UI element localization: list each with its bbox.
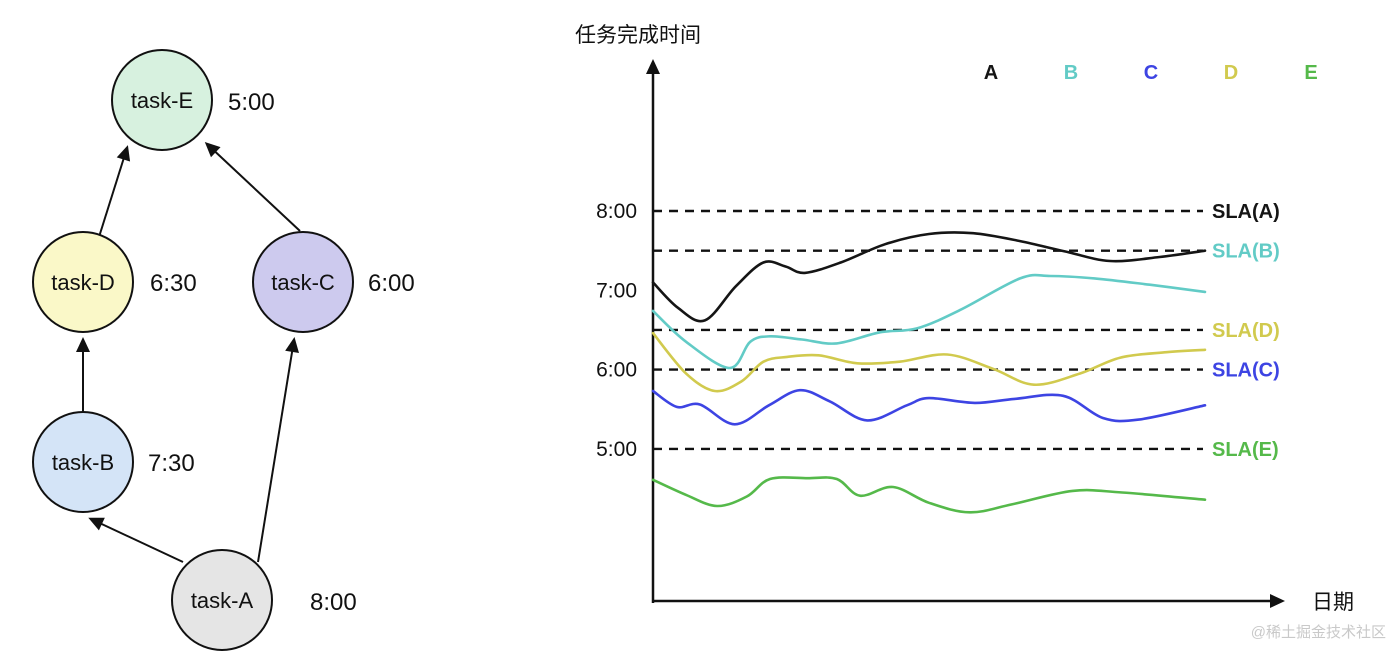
legend-E: E [1304, 62, 1317, 84]
dag-node-task-A: task-A 8:00 [171, 549, 357, 651]
task-C-time: 6:00 [368, 270, 415, 297]
dag-node-task-D: task-D 6:30 [32, 231, 197, 333]
series-line-E [651, 476, 1207, 514]
series-line-D [651, 331, 1207, 393]
task-E-time: 5:00 [228, 89, 275, 116]
dag-node-task-E: task-E 5:00 [111, 49, 275, 151]
legend-A: A [984, 62, 998, 84]
legend-B: B [1064, 62, 1078, 84]
x-axis-label: 日期 [1312, 591, 1354, 614]
dag-node-task-C: task-C 6:00 [252, 231, 415, 333]
task-D-time: 6:30 [150, 270, 197, 297]
task-E-circle [111, 49, 213, 151]
task-E-label: task-E [131, 88, 193, 113]
sla-label-D: SLA(D) [1212, 320, 1280, 342]
dag-edge-taskA-to-taskC [257, 337, 299, 563]
task-B-label: task-B [52, 450, 114, 475]
task-D-label: task-D [51, 270, 115, 295]
dag-edge-taskA-to-taskB [88, 517, 184, 563]
series-line-A [651, 231, 1207, 323]
sla-label-B: SLA(B) [1212, 241, 1280, 263]
task-C-label: task-C [271, 270, 335, 295]
y-tick-8:00: 8:00 [596, 200, 637, 223]
dag-edge-taskD-to-taskE [98, 145, 131, 238]
chart-plot-area: 8:00 7:00 6:00 5:00 SLA(A) A SLA(B) B SLA(C) C SLA… [596, 62, 1318, 514]
sla-label-C: SLA(C) [1212, 360, 1280, 382]
legend-C: C [1144, 62, 1158, 84]
sla-label-A: SLA(A) [1212, 201, 1280, 223]
sla-label-E: SLA(E) [1212, 439, 1279, 461]
task-A-circle [171, 549, 273, 651]
chart-title: 任务完成时间 [575, 24, 701, 47]
task-B-circle [32, 411, 134, 513]
sla-line-chart: 任务完成时间 日期 8:00 7:00 6:00 5:00 SLA(A) A SLA(B) B… [575, 24, 1354, 614]
task-D-circle [32, 231, 134, 333]
watermark: @稀土掘金技术社区 [1251, 624, 1386, 641]
dag-edge-taskC-to-taskE [204, 141, 301, 232]
task-A-label: task-A [191, 588, 254, 613]
legend-D: D [1224, 62, 1238, 84]
series-line-B [651, 273, 1207, 370]
y-tick-7:00: 7:00 [596, 279, 637, 302]
task-C-circle [252, 231, 354, 333]
task-dependency-dag: task-E 5:00 task-D 6:30 task-C 6:00 task… [32, 49, 415, 651]
y-tick-6:00: 6:00 [596, 359, 637, 382]
task-B-time: 7:30 [148, 450, 195, 477]
dag-node-task-B: task-B 7:30 [32, 411, 195, 513]
y-tick-5:00: 5:00 [596, 438, 637, 461]
series-line-C [651, 388, 1207, 426]
task-A-time: 8:00 [310, 589, 357, 616]
